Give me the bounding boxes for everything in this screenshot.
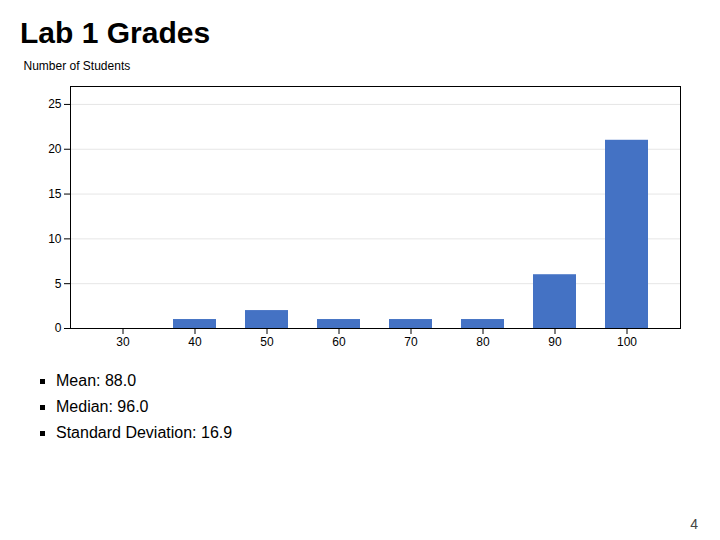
svg-text:40: 40 — [188, 335, 202, 349]
svg-text:0: 0 — [55, 321, 62, 335]
svg-text:80: 80 — [476, 335, 490, 349]
svg-text:10: 10 — [48, 232, 62, 246]
html-text:Standard Deviation: 16.9: Standard Deviation: 16.9 — [56, 424, 233, 441]
svg-text:90: 90 — [548, 335, 562, 349]
svg-text:20: 20 — [48, 142, 62, 156]
svg-text:60: 60 — [332, 335, 346, 349]
svg-text:70: 70 — [404, 335, 418, 349]
svg-text:50: 50 — [260, 335, 274, 349]
svg-text:30: 30 — [116, 335, 130, 349]
svg-text:Number of Students: Number of Students — [24, 59, 131, 73]
svg-text:5: 5 — [55, 277, 62, 291]
svg-text:100: 100 — [617, 335, 637, 349]
html-text:Median: 96.0: Median: 96.0 — [56, 398, 149, 415]
html-text:4: 4 — [690, 516, 698, 532]
svg-text:25: 25 — [48, 97, 62, 111]
html-text:Lab 1 Grades: Lab 1 Grades — [20, 16, 211, 49]
svg-text:15: 15 — [48, 187, 62, 201]
html-text:Mean: 88.0: Mean: 88.0 — [56, 372, 137, 389]
